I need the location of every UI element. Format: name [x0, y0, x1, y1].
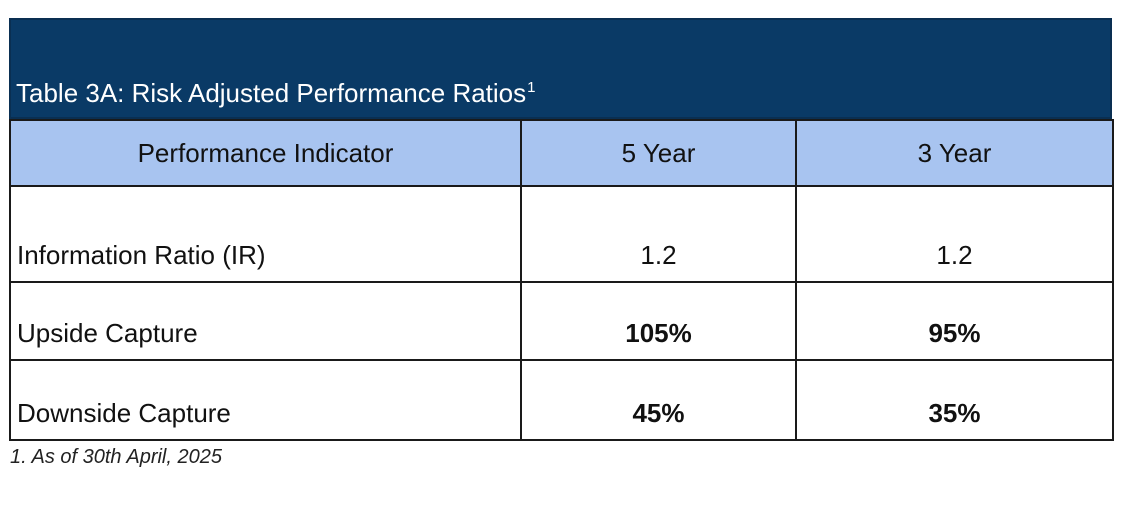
cell-downside-5-year: 45% — [520, 359, 797, 441]
cell-upside-5-year: 105% — [520, 281, 797, 361]
table-title: Table 3A: Risk Adjusted Performance Rati… — [16, 78, 535, 109]
table-row: Upside Capture 105% 95% — [9, 281, 1114, 361]
row-label-upside-capture: Upside Capture — [9, 281, 522, 361]
cell-ir-5-year: 1.2 — [520, 185, 797, 283]
ratios-table: Performance Indicator 5 Year 3 Year Info… — [9, 119, 1114, 441]
table-row: Downside Capture 45% 35% — [9, 359, 1114, 441]
performance-table: Table 3A: Risk Adjusted Performance Rati… — [9, 18, 1114, 441]
table-header-row: Performance Indicator 5 Year 3 Year — [9, 119, 1114, 187]
cell-ir-3-year: 1.2 — [795, 185, 1114, 283]
table-footnote: 1. As of 30th April, 2025 — [10, 446, 222, 468]
row-label-information-ratio: Information Ratio (IR) — [9, 185, 522, 283]
cell-downside-3-year: 35% — [795, 359, 1114, 441]
header-3-year: 3 Year — [795, 119, 1114, 187]
header-performance-indicator: Performance Indicator — [9, 119, 522, 187]
row-label-downside-capture: Downside Capture — [9, 359, 522, 441]
header-5-year: 5 Year — [520, 119, 797, 187]
title-footnote-marker: 1 — [527, 79, 536, 97]
table-row: Information Ratio (IR) 1.2 1.2 — [9, 185, 1114, 283]
table-title-bar: Table 3A: Risk Adjusted Performance Rati… — [9, 18, 1112, 119]
cell-upside-3-year: 95% — [795, 281, 1114, 361]
table-title-text: Table 3A: Risk Adjusted Performance Rati… — [16, 78, 527, 108]
